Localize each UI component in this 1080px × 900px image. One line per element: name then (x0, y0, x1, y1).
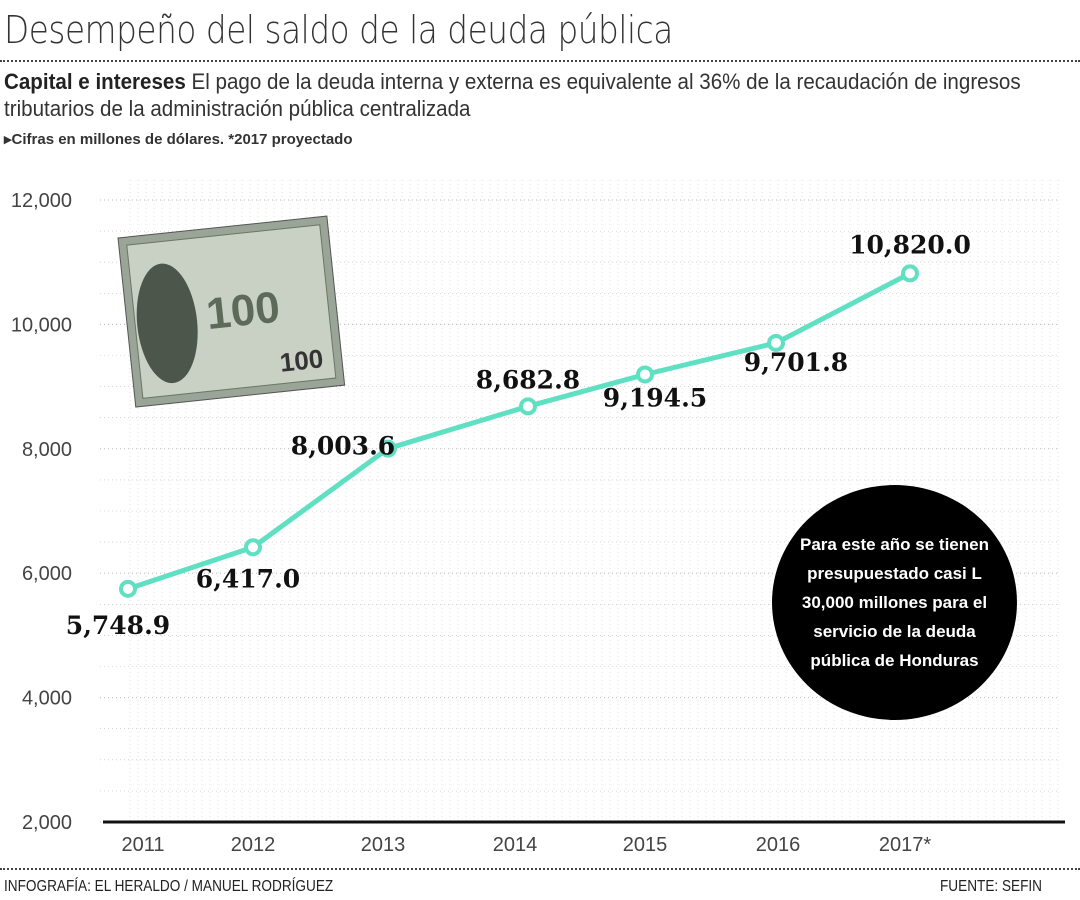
y-tick-label: 4,000 (22, 688, 72, 710)
x-tick-label: 2013 (361, 834, 406, 856)
data-label: 9,194.5 (603, 384, 707, 413)
divider (0, 60, 1080, 62)
data-label: 8,682.8 (476, 365, 580, 394)
data-point (519, 397, 537, 416)
triangle-icon: ▸ (4, 131, 12, 148)
bill-denomination: 100 (204, 283, 282, 339)
y-tick-label: 8,000 (22, 439, 72, 461)
subtitle-text: El pago de la deuda interna y externa es… (4, 69, 1021, 121)
data-point (119, 579, 137, 598)
data-point (901, 264, 919, 283)
x-tick-label: 2011 (121, 834, 164, 856)
data-point (244, 538, 262, 557)
bill-denomination-corner: 100 (278, 343, 324, 377)
page-title: Desempeño del saldo de la deuda pública (4, 8, 673, 52)
source: FUENTE: SEFIN (940, 878, 1043, 895)
data-point (379, 439, 397, 458)
data-label: 6,417.0 (196, 564, 300, 593)
data-point (767, 333, 785, 352)
units-note: ▸Cifras en millones de dólares. *2017 pr… (4, 131, 353, 148)
x-tick-label: 2016 (756, 834, 801, 856)
subtitle: Capital e intereses El pago de la deuda … (4, 68, 1051, 122)
x-tick-label: 2015 (623, 834, 668, 856)
data-label: 5,748.9 (66, 611, 170, 640)
data-label: 10,820.0 (849, 230, 971, 259)
y-tick-label: 12,000 (11, 190, 72, 212)
x-tick-label: 2012 (231, 834, 276, 856)
footer-divider (0, 868, 1080, 870)
y-tick-label: 10,000 (11, 314, 72, 336)
data-point (636, 365, 654, 384)
dollar-bill-illustration: 100 100 (117, 215, 346, 408)
subtitle-bold: Capital e intereses (4, 69, 186, 94)
credit: INFOGRAFÍA: EL HERALDO / MANUEL RODRÍGUE… (4, 878, 334, 895)
y-tick-label: 2,000 (22, 812, 72, 834)
y-tick-label: 6,000 (22, 563, 72, 585)
callout-bubble: Para este año se tienen presupuestado ca… (772, 485, 1017, 720)
line-chart: 100 100 2,000 4,000 6,000 8,000 10,000 12,000… (11, 180, 1065, 856)
data-label: 9,701.8 (744, 348, 848, 377)
x-tick-label: 2017* (879, 834, 931, 856)
data-label: 8,003.6 (291, 432, 395, 461)
x-tick-label: 2014 (493, 834, 538, 856)
